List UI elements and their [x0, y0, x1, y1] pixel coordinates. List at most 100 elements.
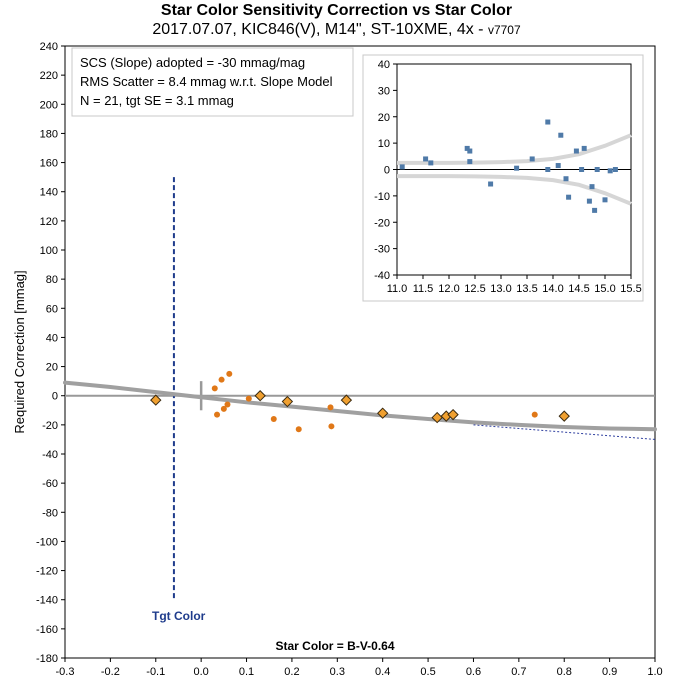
data-point-diamond — [558, 410, 570, 422]
y-tick-label: -140 — [36, 595, 58, 607]
inset-data-point — [467, 148, 473, 154]
y-tick-label: 120 — [40, 216, 58, 228]
inset-data-point — [573, 148, 579, 154]
x-tick-label: -0.3 — [56, 666, 75, 678]
inset-data-point — [594, 167, 600, 172]
y-tick-label: 80 — [46, 274, 58, 286]
y-tick-label: -100 — [36, 536, 58, 548]
inset-data-point — [514, 165, 520, 171]
inset-x-tick-label: 12.5 — [464, 283, 485, 295]
inset-x-tick-label: 11.0 — [387, 283, 408, 295]
inset-data-point — [558, 132, 564, 138]
y-tick-label: 60 — [46, 303, 58, 315]
annotation-box: SCS (Slope) adopted = -30 mmag/mag RMS S… — [71, 47, 354, 117]
inset-y-tick-label: 20 — [378, 112, 390, 124]
y-tick-label: 0 — [52, 391, 58, 403]
y-tick-label: -20 — [42, 420, 58, 432]
model-curve — [63, 380, 657, 432]
y-tick-label: 160 — [40, 158, 58, 170]
y-tick-label: -180 — [36, 653, 58, 665]
inset-data-point — [467, 159, 473, 165]
inset-x-tick-label: 14.5 — [568, 283, 589, 295]
inset-data-point — [586, 198, 592, 204]
data-point-circle — [531, 411, 538, 418]
inset-data-point — [602, 197, 608, 203]
data-point-diamond — [340, 394, 353, 406]
inset-data-point — [529, 156, 535, 162]
inset-envelope-upper — [397, 133, 632, 165]
inset-data-point — [579, 167, 585, 172]
y-tick-label: -120 — [36, 566, 58, 578]
inset-x-tick-label: 14.0 — [542, 283, 563, 295]
y-tick-label: -60 — [42, 478, 58, 490]
data-point-circle — [226, 370, 233, 377]
y-tick-label: 240 — [40, 41, 58, 53]
annotation-n: N = 21, tgt SE = 3.1 mmag — [80, 93, 234, 108]
inset-x-tick-label: 11.5 — [413, 283, 434, 295]
x-tick-label: 0.0 — [194, 666, 209, 678]
y-tick-label: 140 — [40, 187, 58, 199]
annotation-rms: RMS Scatter = 8.4 mmag w.r.t. Slope Mode… — [80, 74, 333, 89]
inset-data-point — [555, 163, 561, 169]
data-point-diamond — [281, 395, 294, 408]
inset-data-point — [423, 156, 429, 162]
x-tick-label: 0.3 — [330, 666, 345, 678]
data-point-diamond — [447, 408, 459, 421]
x-tick-label: 0.4 — [375, 666, 390, 678]
x-tick-label: 0.1 — [239, 666, 254, 678]
inset-data-point — [566, 194, 572, 200]
data-point-circle — [328, 423, 335, 430]
data-point-circle — [224, 401, 231, 408]
annotation-box-frame — [71, 47, 354, 117]
x-tick-label: 0.9 — [602, 666, 617, 678]
inset-y-tick-label: 0 — [384, 165, 390, 177]
inset-y-tick-label: 30 — [378, 85, 390, 97]
data-point-diamond — [376, 407, 389, 419]
y-tick-label: -80 — [42, 507, 58, 519]
y-tick-label: -40 — [42, 449, 58, 461]
main-axes: 240220200180160140120100806040200-20-40-… — [36, 41, 663, 678]
chart-title: Star Color Sensitivity Correction vs Sta… — [160, 2, 513, 19]
data-point-circle — [295, 426, 302, 433]
y-tick-label: 20 — [46, 362, 58, 374]
inset-y-tick-label: -10 — [374, 191, 390, 203]
inset-data-point — [545, 119, 551, 125]
y-tick-label: 100 — [40, 245, 58, 257]
data-point-circle — [211, 385, 218, 392]
data-point-circle — [218, 376, 225, 383]
data-point-diamond — [254, 390, 266, 402]
inset-x-tick-label: 12.0 — [438, 283, 459, 295]
inset-data-point — [607, 168, 613, 174]
data-point-circle — [327, 404, 334, 411]
inset-data-point — [488, 181, 494, 187]
inset-data-point — [545, 167, 551, 172]
y-axis-label: Required Correction [mmag] — [12, 270, 27, 433]
data-point-circle — [270, 416, 277, 423]
annotation-slope: SCS (Slope) adopted = -30 mmag/mag — [80, 55, 305, 70]
y-tick-label: 220 — [40, 70, 58, 82]
inset-data-point — [592, 207, 598, 213]
data-point-circle — [245, 395, 252, 402]
inset-y-tick-label: -20 — [374, 217, 390, 229]
x-axis-label: Star Color = B-V-0.64 — [275, 639, 394, 653]
tgt-color-label: Tgt Color — [152, 609, 206, 623]
y-tick-label: 200 — [40, 99, 58, 111]
plot-frame — [64, 45, 656, 659]
y-tick-label: 40 — [46, 332, 58, 344]
y-tick-label: 180 — [40, 128, 58, 140]
version-label: v7707 — [487, 23, 521, 37]
inset-data-point — [563, 176, 569, 182]
y-tick-label: -160 — [36, 624, 58, 636]
inset-data-point — [581, 145, 587, 151]
x-tick-label: -0.2 — [101, 666, 120, 678]
data-point-circle — [214, 411, 221, 418]
main-plot-area — [63, 177, 657, 600]
x-tick-label: 0.5 — [420, 666, 435, 678]
data-point-diamond — [150, 394, 162, 406]
inset-x-tick-label: 13.0 — [490, 283, 511, 295]
inset-x-tick-label: 15.5 — [620, 283, 641, 295]
inset-y-tick-label: 10 — [378, 138, 390, 150]
inset-x-tick-label: 15.0 — [594, 283, 615, 295]
